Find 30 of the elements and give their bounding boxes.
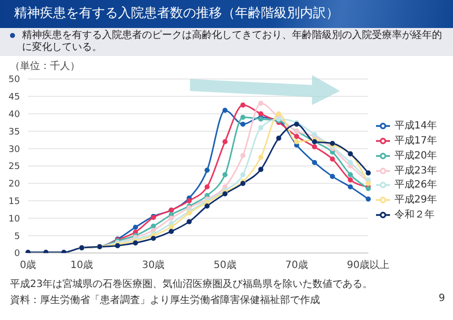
x-tick-label: 10歳 xyxy=(70,259,94,272)
y-tick-label: 35 xyxy=(8,127,20,138)
x-tick-label: 70歳 xyxy=(285,259,308,272)
legend-label: 令和２年 xyxy=(394,210,434,221)
y-tick-label: 45 xyxy=(8,92,20,103)
legend-label: 平成26年 xyxy=(394,180,437,192)
x-tick-label: 90歳以上 xyxy=(346,259,390,272)
text: 資料：厚生労働省「患者調査」より厚生労働省障害保健福祉部で作成 xyxy=(10,294,320,307)
y-axis-title: （単位：千人） xyxy=(9,60,81,72)
x-tick-label: 30歳 xyxy=(142,259,165,272)
y-tick-label: 20 xyxy=(8,180,20,190)
y-tick-label: 50 xyxy=(8,75,20,86)
legend-label: 平成14年 xyxy=(394,121,437,132)
legend-label: 平成29年 xyxy=(394,194,437,206)
y-tick-label: 25 xyxy=(8,162,20,172)
y-tick-label: 0 xyxy=(14,249,20,260)
text: 平成23年は宮城県の石巻医療圏、気仙沼医療圏及び福島県を除いた数値である。 xyxy=(10,278,373,291)
chart-subtitle: 精神疾患を有する入院患者のピークは高齢化してきており、年齢階級別の入院受療率が経年的に変化している。 xyxy=(0,28,453,56)
y-tick-label: 30 xyxy=(8,144,20,155)
y-tick-label: 5 xyxy=(14,232,20,242)
legend-label: 平成17年 xyxy=(394,136,437,147)
legend-label: 平成23年 xyxy=(394,165,437,176)
text: 9 xyxy=(438,293,445,306)
x-tick-label: 0歳 xyxy=(20,259,36,272)
chart-title: 精神疾患を有する入院患者数の推移（年齢階級別内訳） xyxy=(0,0,453,28)
y-tick-label: 15 xyxy=(8,196,20,207)
legend-label: 平成20年 xyxy=(394,150,437,162)
y-tick-label: 10 xyxy=(8,214,20,224)
x-tick-label: 50歳 xyxy=(214,259,236,272)
y-tick-label: 40 xyxy=(8,110,20,120)
